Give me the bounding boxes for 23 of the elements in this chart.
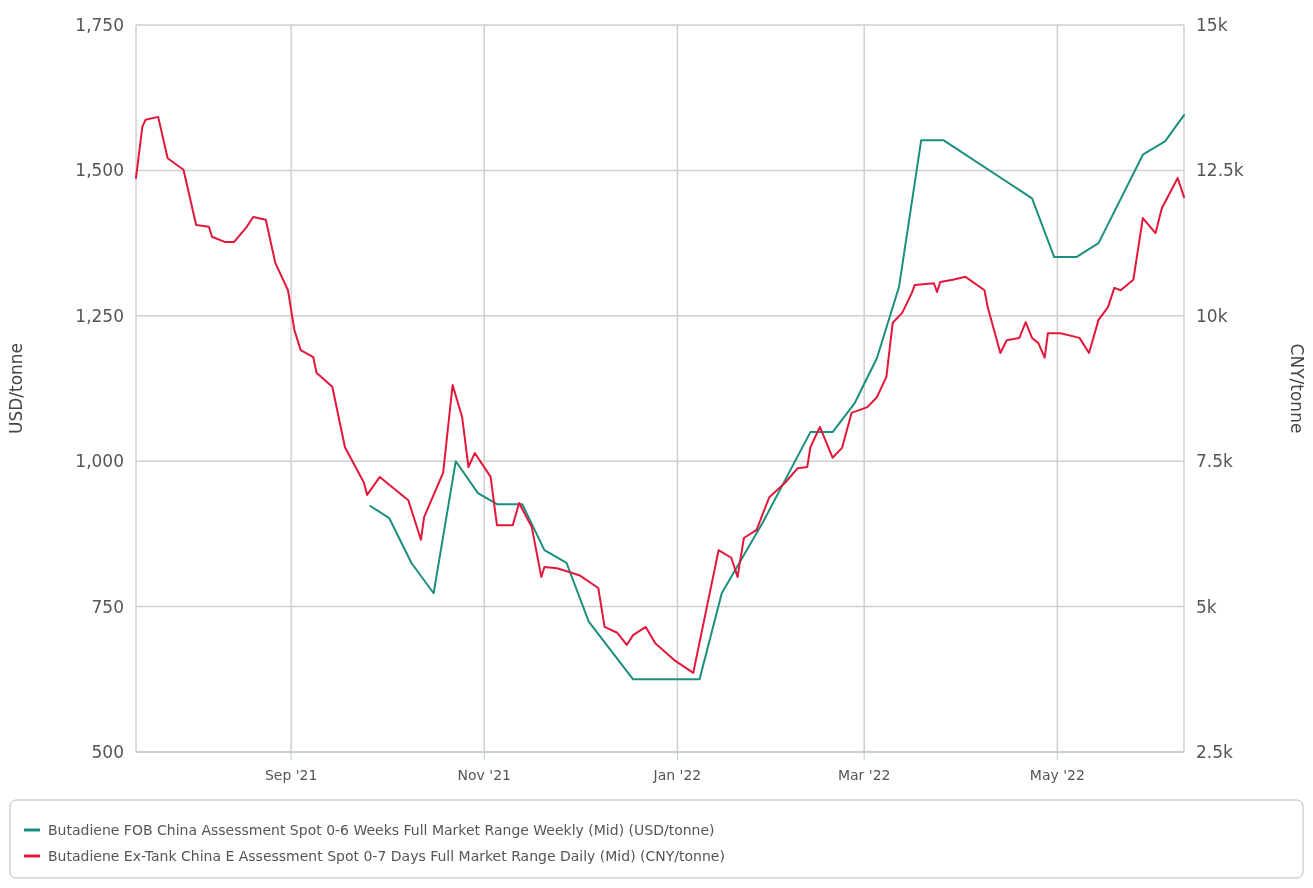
legend-label: Butadiene FOB China Assessment Spot 0-6 Weeks Full Market Range Weekly (Mid) (USD/tonne) <box>48 822 715 838</box>
x-tick-label: Mar '22 <box>837 767 891 783</box>
legend-label: Butadiene Ex-Tank China E Assessment Spot 0-7 Days Full Market Range Daily (Mid) (CNY/tonne) <box>48 848 725 864</box>
y2-tick-label: 15k <box>1196 15 1228 35</box>
y2-tick-label: 12.5k <box>1196 160 1244 181</box>
y-tick-label: 1,000 <box>75 451 124 472</box>
y-tick-label: 1,750 <box>75 15 124 35</box>
y2-tick-label: 2.5k <box>1196 742 1234 762</box>
y-tick-label: 500 <box>91 742 124 762</box>
y-tick-label: 1,500 <box>75 160 124 181</box>
y-axis-title: USD/tonne <box>6 342 26 435</box>
line-series <box>369 114 1185 681</box>
x-tick-label: May '22 <box>1029 767 1085 783</box>
y-tick-label: 1,250 <box>75 305 124 326</box>
x-tick-label: Sep '21 <box>264 767 318 783</box>
y2-axis-title: CNY/tonne <box>1287 343 1307 434</box>
line-series <box>135 115 1185 674</box>
x-tick-label: Jan '22 <box>652 767 702 783</box>
y2-tick-label: 5k <box>1196 596 1217 617</box>
y-tick-label: 750 <box>91 596 124 617</box>
y2-tick-label: 10k <box>1196 305 1228 326</box>
x-tick-label: Nov '21 <box>457 767 511 783</box>
y2-tick-label: 7.5k <box>1196 451 1234 472</box>
